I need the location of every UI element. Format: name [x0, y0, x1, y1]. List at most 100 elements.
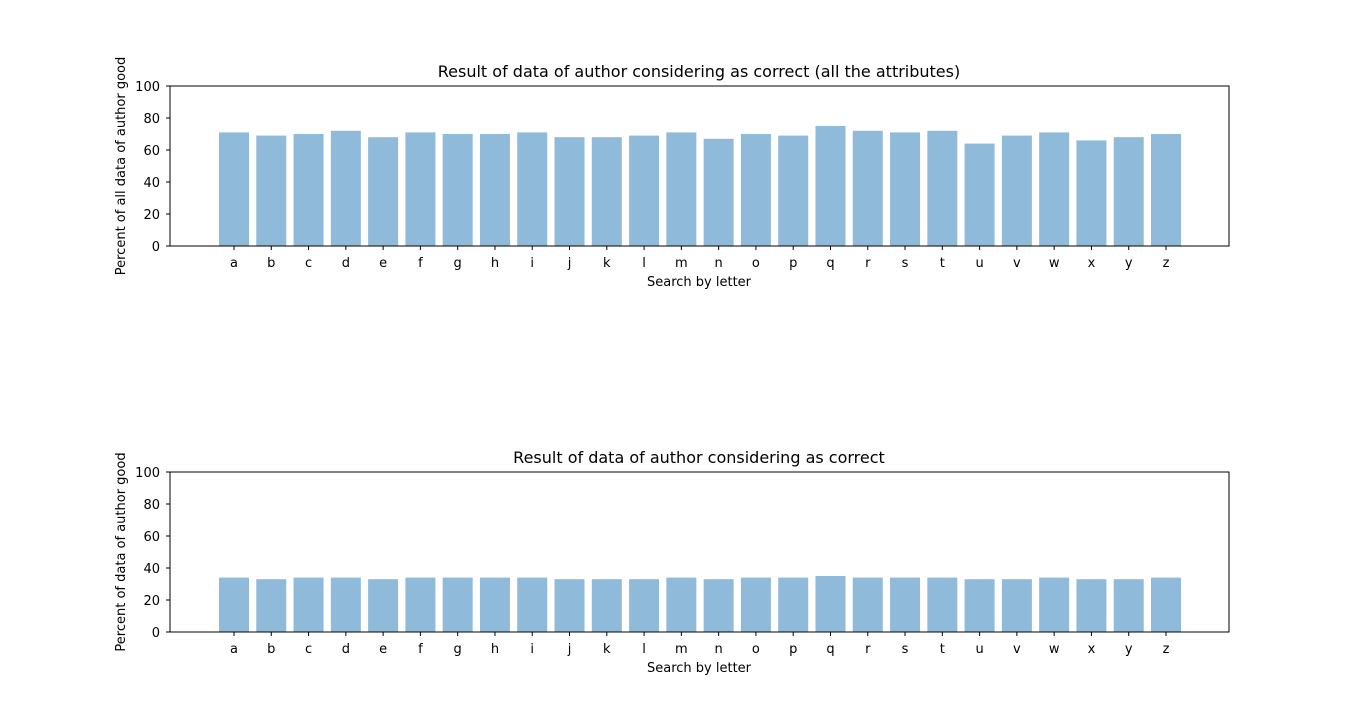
chart-title: Result of data of author considering as … [438, 62, 960, 81]
x-tick-label: p [789, 256, 797, 271]
y-axis-ticks: 0 20 40 60 80 100 [135, 80, 170, 255]
x-tick-label: g [454, 256, 462, 271]
x-tick-label: k [603, 642, 611, 657]
x-tick-label: m [675, 642, 688, 657]
x-tick-label: c [305, 256, 312, 271]
bar-k [591, 137, 622, 246]
bar-p [778, 135, 809, 246]
bar-b [256, 579, 287, 632]
y-tick-label: 0 [152, 626, 160, 641]
x-tick-label: w [1049, 642, 1060, 657]
bar-c [293, 577, 324, 632]
bar-t [927, 577, 958, 632]
bar-g [442, 134, 473, 246]
bar-l [629, 135, 660, 246]
bar-v [1001, 135, 1032, 246]
x-axis-label: Search by letter [647, 661, 752, 676]
x-tick-label: o [752, 642, 760, 657]
x-tick-label: f [418, 642, 423, 657]
x-tick-label: j [567, 256, 572, 271]
x-tick-label: t [940, 642, 945, 657]
plot-frame [169, 85, 1230, 247]
y-tick-label: 40 [143, 176, 160, 191]
x-tick-label: s [902, 642, 909, 657]
bar-z [1151, 577, 1181, 632]
bar-a [219, 577, 249, 632]
bar-x [1076, 579, 1107, 632]
y-tick-label: 100 [135, 80, 160, 95]
x-tick-label: e [379, 256, 387, 271]
x-tick-label: u [975, 256, 983, 271]
bar-o [740, 577, 771, 632]
x-tick-label: d [342, 642, 350, 657]
bar-t [927, 130, 958, 246]
x-tick-label: e [379, 642, 387, 657]
bar-s [890, 577, 921, 632]
x-tick-label: l [642, 642, 646, 657]
x-tick-label: y [1125, 642, 1133, 657]
bar-u [964, 143, 995, 246]
x-tick-label: c [305, 642, 312, 657]
x-tick-label: x [1088, 642, 1096, 657]
x-tick-label: f [418, 256, 423, 271]
x-tick-label: g [454, 642, 462, 657]
x-tick-label: j [567, 642, 572, 657]
bar-k [591, 579, 622, 632]
bar-m [666, 132, 697, 246]
x-tick-label: k [603, 256, 611, 271]
y-tick-label: 60 [143, 144, 160, 159]
x-tick-label: l [642, 256, 646, 271]
bar-o [740, 134, 771, 246]
bar-r [852, 577, 883, 632]
x-tick-label: w [1049, 256, 1060, 271]
bar-p [778, 577, 809, 632]
chart-title: Result of data of author considering as … [513, 448, 885, 467]
bar-d [330, 130, 361, 246]
plot-frame [169, 471, 1230, 633]
x-tick-label: u [975, 642, 983, 657]
y-axis-label: Percent of all data of author good [114, 57, 129, 276]
x-axis-label: Search by letter [647, 275, 752, 290]
bar-f [405, 132, 436, 246]
x-tick-label: s [902, 256, 909, 271]
bar-m [666, 577, 697, 632]
bar-x [1076, 140, 1107, 246]
x-tick-label: y [1125, 256, 1133, 271]
x-tick-label: r [865, 256, 871, 271]
bar-n [703, 579, 734, 632]
bar-f [405, 577, 436, 632]
bar-e [368, 137, 399, 246]
bar-g [442, 577, 473, 632]
bar-b [256, 135, 287, 246]
bar-h [479, 577, 510, 632]
bar-v [1001, 579, 1032, 632]
bar-group [219, 126, 1181, 246]
x-tick-label: q [826, 256, 834, 271]
x-tick-label: i [530, 642, 534, 657]
x-tick-label: p [789, 642, 797, 657]
x-tick-label: r [865, 642, 871, 657]
bar-y [1113, 137, 1144, 246]
x-tick-label: a [230, 256, 238, 271]
y-tick-label: 0 [152, 240, 160, 255]
x-tick-label: z [1163, 642, 1170, 657]
x-tick-label: m [675, 256, 688, 271]
chart-bottom: Result of data of author considering as … [114, 448, 1230, 676]
y-axis-ticks: 0 20 40 60 80 100 [135, 466, 170, 641]
x-axis-ticks: a b c d e f g h i j k l m n o p q r s t u v w x y z [230, 246, 1170, 271]
y-tick-label: 100 [135, 466, 160, 481]
bar-c [293, 134, 324, 246]
bar-q [815, 576, 846, 632]
bar-u [964, 579, 995, 632]
x-tick-label: t [940, 256, 945, 271]
x-tick-label: o [752, 256, 760, 271]
bar-j [554, 137, 585, 246]
x-tick-label: n [715, 642, 723, 657]
y-axis-label: Percent of data of author good [114, 452, 129, 651]
bar-group [219, 576, 1181, 632]
x-tick-label: v [1013, 642, 1021, 657]
x-axis-ticks: a b c d e f g h i j k l m n o p q r s t u v w x y z [230, 632, 1170, 657]
bar-i [517, 132, 548, 246]
